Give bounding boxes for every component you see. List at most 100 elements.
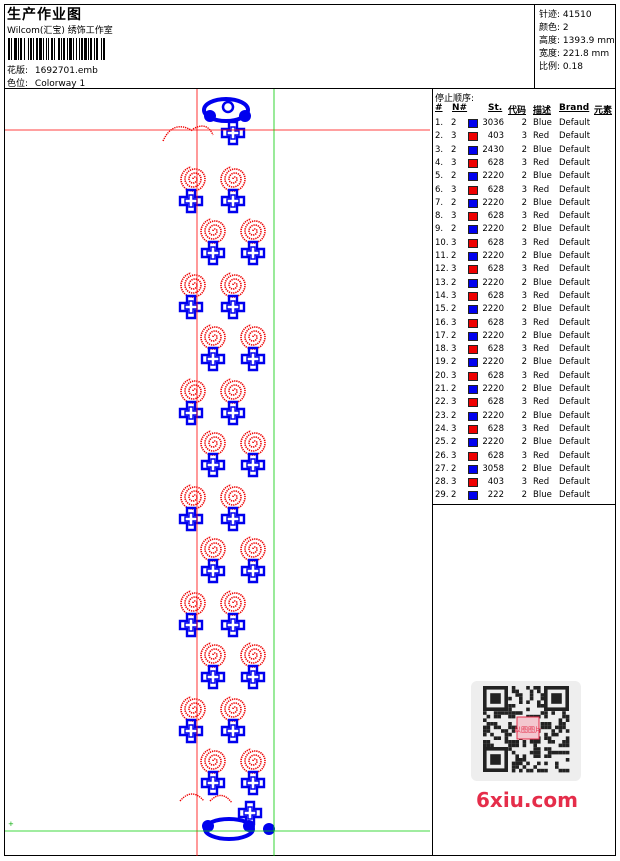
row-code: 2 xyxy=(521,437,527,448)
legend-row: 13. 2 2220 2 Blue Default xyxy=(433,277,616,290)
bottom-ornament xyxy=(179,793,275,841)
row-brand: Default xyxy=(559,224,591,235)
col-header-index: # xyxy=(435,103,443,113)
row-description: Blue xyxy=(533,490,552,501)
color-swatch xyxy=(468,345,478,355)
row-description: Red xyxy=(533,184,550,195)
svg-text:以图图片: 以图图片 xyxy=(514,725,542,734)
blue-cross xyxy=(200,558,226,584)
row-stitches: 628 xyxy=(487,370,504,381)
legend-row: 14. 3 628 3 Red Default xyxy=(433,290,616,303)
red-swirl xyxy=(240,430,266,456)
col-header-element: 元素 xyxy=(594,106,613,116)
row-stitches: 2220 xyxy=(482,224,504,235)
stat-stitches: 针迹: 41510 xyxy=(539,10,592,20)
row-needle: 2 xyxy=(451,410,457,421)
red-swirl xyxy=(180,696,206,722)
row-index: 27. xyxy=(435,463,449,474)
row-index: 23. xyxy=(435,410,449,421)
legend-row: 3. 2 2430 2 Blue Default xyxy=(433,144,616,157)
red-swirl xyxy=(220,378,246,404)
blue-cross xyxy=(240,346,266,372)
blue-cross xyxy=(220,506,246,532)
row-code: 2 xyxy=(521,197,527,208)
blue-cross xyxy=(240,558,266,584)
row-description: Red xyxy=(533,290,550,301)
color-swatch xyxy=(468,478,478,488)
row-needle: 3 xyxy=(451,423,457,434)
row-description: Blue xyxy=(533,277,552,288)
header-info-panel: 生产作业图 Wilcom(汇宝) 绣饰工作室 花版: 1692701.emb 色… xyxy=(5,5,535,89)
row-needle: 3 xyxy=(451,370,457,381)
row-needle: 3 xyxy=(451,450,457,461)
row-stitches: 2220 xyxy=(482,410,504,421)
row-needle: 3 xyxy=(451,237,457,248)
row-stitches: 628 xyxy=(487,290,504,301)
row-index: 1. xyxy=(435,118,444,128)
row-stitches: 2220 xyxy=(482,171,504,182)
row-needle: 3 xyxy=(451,317,457,328)
row-code: 2 xyxy=(521,463,527,474)
row-needle: 3 xyxy=(451,397,457,408)
row-description: Blue xyxy=(533,197,552,208)
page-title: 生产作业图 xyxy=(7,7,82,23)
row-brand: Default xyxy=(559,171,591,182)
colorway-name: Colorway 1 xyxy=(34,79,86,89)
row-brand: Default xyxy=(559,437,591,448)
row-stitches: 628 xyxy=(487,237,504,248)
row-brand: Default xyxy=(559,344,591,355)
row-brand: Default xyxy=(559,251,591,261)
legend-row: 1. 2 3036 2 Blue Default xyxy=(433,117,616,130)
row-code: 3 xyxy=(521,264,527,275)
legend-row: 10. 3 628 3 Red Default xyxy=(433,237,616,250)
row-stitches: 628 xyxy=(487,264,504,275)
row-brand: Default xyxy=(559,317,591,328)
row-index: 11. xyxy=(435,251,449,261)
legend-row: 20. 3 628 3 Red Default xyxy=(433,370,616,383)
color-swatch xyxy=(468,278,478,288)
red-swirl xyxy=(180,166,206,192)
stat-scale: 比例: 0.18 xyxy=(539,62,583,72)
row-needle: 3 xyxy=(451,211,457,222)
row-brand: Default xyxy=(559,211,591,222)
row-index: 29. xyxy=(435,490,449,501)
blue-cross xyxy=(178,506,204,532)
row-stitches: 2430 xyxy=(482,144,504,155)
col-header-stitches: St. xyxy=(488,103,503,113)
blue-cross xyxy=(220,400,246,426)
color-swatch xyxy=(468,238,478,248)
color-swatch xyxy=(468,398,478,408)
motif-repeat-column xyxy=(178,120,266,826)
color-swatch xyxy=(468,172,478,182)
row-stitches: 628 xyxy=(487,344,504,355)
col-header-brand: Brand xyxy=(559,103,590,113)
row-description: Blue xyxy=(533,118,552,128)
blue-cross xyxy=(178,612,204,638)
row-stitches: 2220 xyxy=(482,384,504,394)
row-needle: 3 xyxy=(451,290,457,301)
row-stitches: 628 xyxy=(487,423,504,434)
row-code: 3 xyxy=(521,184,527,195)
stat-width: 宽度: 221.8 mm xyxy=(539,49,610,59)
design-file-line: 花版: 1692701.emb xyxy=(7,63,98,76)
legend-row: 15. 2 2220 2 Blue Default xyxy=(433,303,616,316)
colorway-label: 色位: xyxy=(7,79,29,89)
row-description: Red xyxy=(533,477,550,488)
color-swatch xyxy=(468,424,478,434)
col-header-code: 代码 xyxy=(508,106,527,116)
row-stitches: 3036 xyxy=(482,118,504,128)
blue-cross xyxy=(240,664,266,690)
row-brand: Default xyxy=(559,357,591,368)
blue-cross xyxy=(200,452,226,478)
row-index: 17. xyxy=(435,330,449,341)
row-stitches: 2220 xyxy=(482,277,504,288)
row-stitches: 628 xyxy=(487,157,504,168)
row-index: 21. xyxy=(435,384,449,394)
row-brand: Default xyxy=(559,370,591,381)
legend-row: 28. 3 403 3 Red Default xyxy=(433,476,616,489)
legend-row: 19. 2 2220 2 Blue Default xyxy=(433,356,616,369)
legend-row: 29. 2 222 2 Blue Default xyxy=(433,489,616,502)
color-swatch xyxy=(468,119,478,128)
row-description: Red xyxy=(533,237,550,248)
row-brand: Default xyxy=(559,330,591,341)
